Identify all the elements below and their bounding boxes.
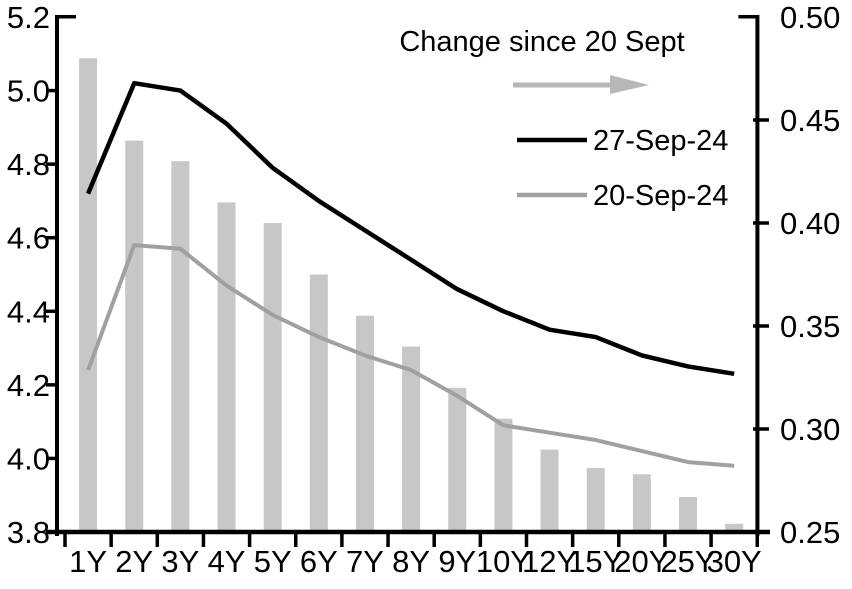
bar-12Y [540,449,559,534]
right-tick-label-0.35: 0.35 [780,309,840,344]
x-tick-5 [294,532,298,547]
bar-8Y [402,346,421,534]
right-arrow-icon [513,75,649,94]
x-tick-1 [109,532,113,547]
right-tick-label-0.50: 0.50 [780,0,840,35]
left-tick-4.8 [46,162,58,166]
left-axis-line [55,15,59,536]
x-tick-4 [247,532,252,547]
right-tick-label-0.40: 0.40 [780,206,840,241]
left-tick-4.4 [46,309,58,314]
left-tick-4.6 [46,235,58,240]
left-tick-label-5.2: 5.2 [7,0,50,35]
x-tick-label-30Y: 30Y [707,544,762,579]
bar-6Y [309,274,328,534]
x-axis-line [46,529,770,535]
x-tick-0 [63,532,67,547]
left-tick-label-5.0: 5.0 [7,74,50,109]
x-tick-7 [386,532,390,547]
x-tick-label-7Y: 7Y [346,544,384,579]
legend-label-27-sep: 27-Sep-24 [593,125,728,157]
x-tick-label-20Y: 20Y [614,544,669,579]
x-tick-label-6Y: 6Y [300,544,338,579]
x-tick-label-8Y: 8Y [392,544,430,579]
bar-20Y [632,474,651,534]
bar-15Y [586,468,605,534]
right-tick-0.35 [753,324,769,328]
x-tick-6 [340,532,344,547]
x-tick-8 [432,532,436,547]
x-tick-13 [663,532,667,547]
x-tick-10 [524,532,529,547]
bar-4Y [217,202,236,534]
left-tick-label-4.6: 4.6 [7,221,50,256]
x-tick-label-3Y: 3Y [161,544,199,579]
right-tick-label-0.30: 0.30 [780,412,840,447]
bar-5Y [263,223,282,534]
x-tick-label-15Y: 15Y [568,544,623,579]
left-axis-top-stub [57,15,76,19]
left-tick-4.0 [46,456,58,461]
x-tick-label-10Y: 10Y [476,544,531,579]
bar-3Y [171,161,190,534]
x-tick-label-1Y: 1Y [69,544,107,579]
x-tick-label-2Y: 2Y [115,544,153,579]
right-tick-label-0.25: 0.25 [780,515,840,550]
legend-label-20-sep: 20-Sep-24 [593,180,728,212]
x-tick-label-25Y: 25Y [660,544,715,579]
right-axis-line [755,15,760,536]
right-tick-0.40 [753,221,769,225]
right-tick-0.30 [753,427,769,431]
x-tick-label-9Y: 9Y [438,544,476,579]
left-tick-label-4.4: 4.4 [7,294,50,329]
bar-25Y [679,496,698,534]
legend-title: Change since 20 Sept [399,26,684,58]
left-tick-label-4.8: 4.8 [7,147,50,182]
series-line-27-Sep-24 [85,80,735,377]
left-tick-label-4.0: 4.0 [7,441,50,476]
bar-30Y [725,523,744,534]
legend-entry-20-sep: 20-Sep-24 [517,180,728,212]
x-tick-2 [155,532,160,547]
x-tick-15 [755,532,759,547]
x-tick-label-12Y: 12Y [522,544,577,579]
x-tick-9 [478,532,483,547]
right-axis-top-stub [738,15,758,19]
left-tick-label-4.2: 4.2 [7,368,50,403]
legend: Change since 20 Sept 27-Sep-24 20-Sep-24 [399,26,728,212]
left-tick-5.0 [46,88,58,93]
plot-area: 5.2 5.0 4.8 4.6 4.4 4.2 4.0 3.8 0.50 0.45 0.40 0.35… [7,0,840,579]
bar-7Y [355,315,374,534]
right-tick-0.45 [753,118,769,122]
left-tick-label-3.8: 3.8 [7,515,50,550]
bar-1Y [79,58,98,534]
bar-2Y [125,140,144,534]
left-tick-4.2 [46,383,58,387]
x-tick-label-5Y: 5Y [254,544,292,579]
x-tick-14 [709,532,713,547]
right-tick-label-0.45: 0.45 [780,103,840,138]
x-tick-label-4Y: 4Y [208,544,246,579]
x-tick-11 [570,532,575,547]
x-tick-12 [617,532,621,547]
legend-entry-27-sep: 27-Sep-24 [517,125,728,157]
series-line-20-Sep-24 [86,243,735,468]
bar-9Y [448,387,467,534]
x-tick-3 [201,532,206,547]
bar-10Y [494,418,513,534]
